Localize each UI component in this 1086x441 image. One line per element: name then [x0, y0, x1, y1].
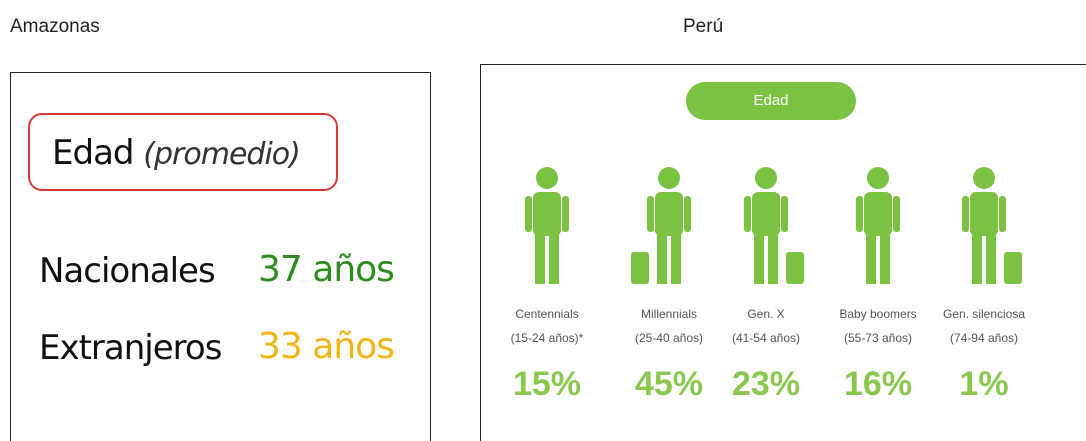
leg: [549, 234, 559, 284]
torso: [864, 192, 892, 236]
arm: [684, 196, 691, 232]
person-icon: [962, 167, 1022, 284]
head: [658, 167, 680, 189]
group-share: 45%: [634, 365, 704, 403]
leg: [986, 234, 996, 284]
row-value: 33 años: [258, 326, 395, 367]
group-share: 16%: [843, 365, 913, 403]
luggage: [1004, 252, 1022, 284]
person-icon: [744, 167, 804, 284]
head: [867, 167, 889, 189]
torso: [752, 192, 780, 236]
left-panel: Edad (promedio) Nacionales 37 años Extra…: [10, 72, 431, 441]
title: Edad (promedio): [52, 133, 301, 173]
region-label: Amazonas: [10, 16, 100, 37]
arm: [893, 196, 900, 232]
head: [973, 167, 995, 189]
person-icon: [631, 167, 691, 284]
arm: [647, 196, 654, 232]
leg: [880, 234, 890, 284]
leg: [972, 234, 982, 284]
leg: [754, 234, 764, 284]
group-share: 1%: [959, 365, 1009, 403]
luggage: [786, 252, 804, 284]
arm: [562, 196, 569, 232]
leg: [657, 234, 667, 284]
title-box: Edad (promedio): [28, 113, 338, 191]
head: [536, 167, 558, 189]
arm: [856, 196, 863, 232]
person-icon: [856, 167, 900, 284]
group-range: (55-73 años): [843, 331, 913, 345]
row-value: 37 años: [258, 249, 395, 290]
torso: [533, 192, 561, 236]
group-name: Gen. silenciosa: [942, 307, 1026, 321]
arm: [999, 196, 1006, 232]
group-range: (25-40 años): [634, 331, 704, 345]
torso: [655, 192, 683, 236]
arm: [962, 196, 969, 232]
leg: [866, 234, 876, 284]
right-panel: Edad Centennials (15-24 años)* 15% Millenni…: [480, 64, 1086, 441]
arm: [781, 196, 788, 232]
title-pill: Edad: [686, 82, 856, 120]
group-share: 23%: [731, 365, 801, 403]
leg: [671, 234, 681, 284]
torso: [970, 192, 998, 236]
leg: [535, 234, 545, 284]
group-share: 15%: [512, 365, 582, 403]
group-name: Baby boomers: [839, 307, 917, 321]
row-label: Nacionales: [39, 251, 216, 291]
region-label: Perú: [683, 16, 724, 37]
group-range: (15-24 años)*: [510, 331, 584, 345]
head: [755, 167, 777, 189]
leg: [768, 234, 778, 284]
title-note: (promedio): [143, 137, 301, 172]
group-name: Millennials: [640, 307, 698, 321]
luggage: [631, 252, 649, 284]
group-name: Gen. X: [747, 307, 785, 321]
group-range: (41-54 años): [731, 331, 801, 345]
arm: [744, 196, 751, 232]
title-text: Edad: [52, 133, 134, 173]
group-range: (74-94 años): [949, 331, 1019, 345]
row-label: Extranjeros: [39, 328, 222, 368]
group-name: Centennials: [515, 307, 579, 321]
arm: [525, 196, 532, 232]
person-icon: [525, 167, 569, 284]
